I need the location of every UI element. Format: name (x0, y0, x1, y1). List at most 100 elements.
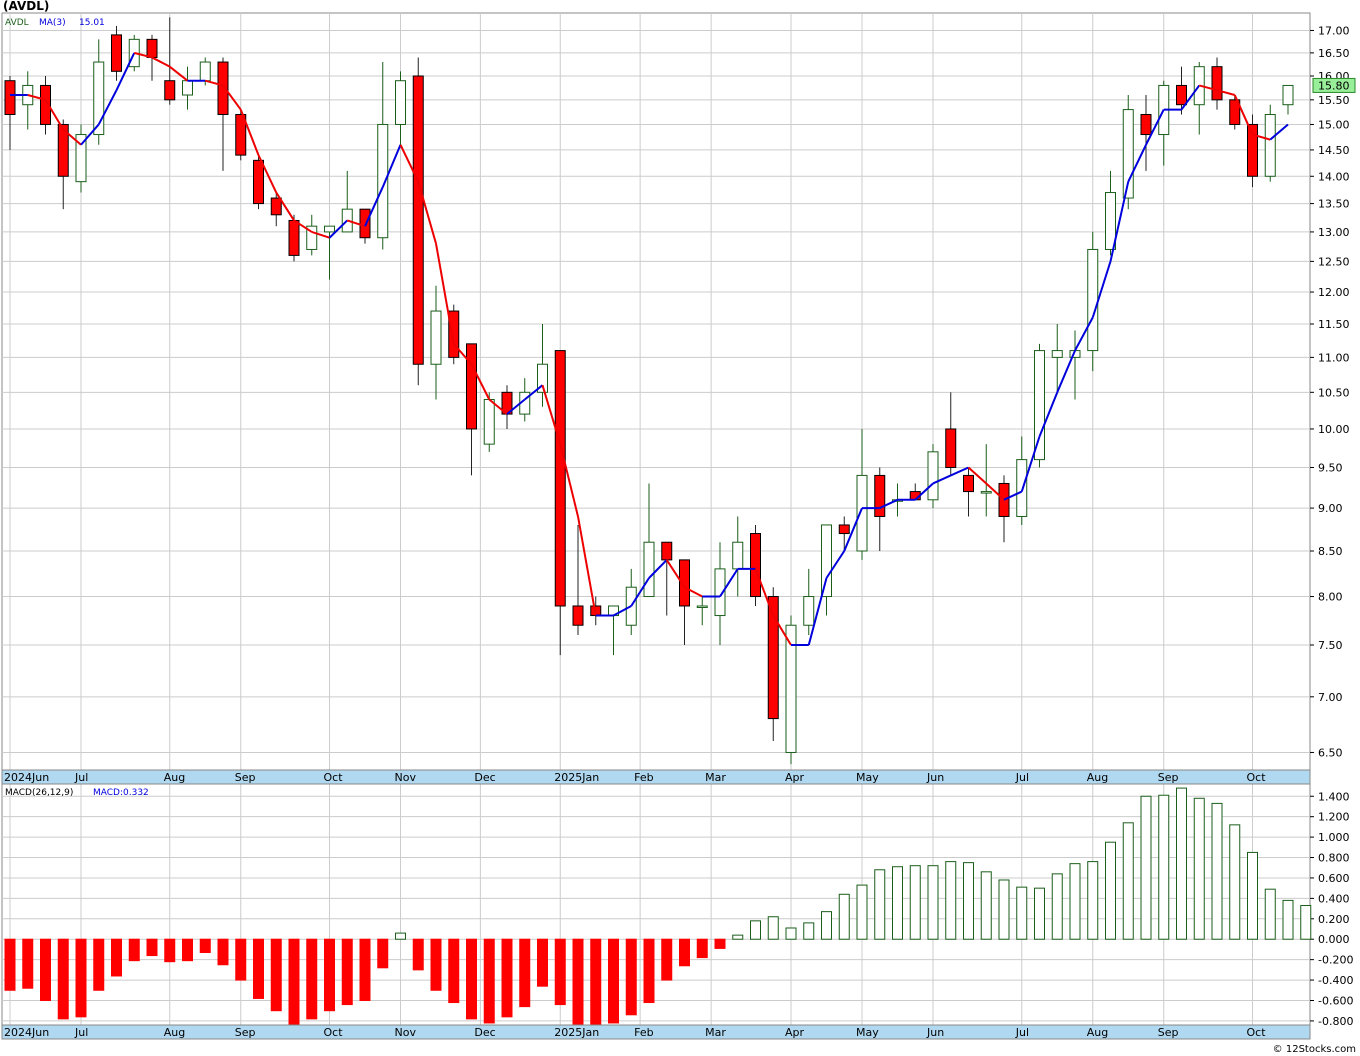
ma3-segment (1038, 391, 1059, 437)
ma3-segment (1127, 144, 1147, 183)
ma3-segment (1180, 84, 1201, 111)
candle-body (1282, 84, 1294, 106)
price-tick-label: 13.00 (1318, 226, 1350, 239)
ma3-segment (452, 343, 473, 365)
macd-bar (164, 938, 176, 963)
date-tick-label: Feb (634, 1026, 653, 1039)
date-tick-label: Oct (1247, 1026, 1267, 1039)
macd-bar (412, 938, 424, 971)
date-tick-label: Sep (235, 1026, 256, 1039)
date-tick-label: Aug (164, 1026, 185, 1039)
ma3-segment (1003, 490, 1023, 501)
macd-bar (306, 938, 318, 1020)
price-tick-label: 15.50 (1318, 94, 1350, 107)
ma3-segment (311, 230, 330, 239)
macd-tick-label: 0.600 (1318, 872, 1350, 885)
macd-bar (483, 938, 495, 1024)
macd-tick-label: 0.800 (1318, 852, 1350, 865)
price-tick-label: 10.00 (1318, 423, 1350, 436)
macd-tick-label: -0.600 (1318, 994, 1353, 1007)
ma3-segment (134, 51, 153, 59)
date-tick-label: 2025Jan (554, 771, 599, 784)
ma3-segment (204, 79, 224, 87)
macd-bar (732, 934, 744, 940)
candle-body (1016, 459, 1028, 517)
credit-label: © 12Stocks.com (1272, 1044, 1356, 1055)
date-tick-label: Mar (705, 1026, 726, 1039)
macd-tick-label: -0.200 (1318, 954, 1353, 967)
candle-body (111, 34, 122, 72)
candle-body (838, 524, 850, 535)
date-tick-label: Aug (164, 771, 185, 784)
ma3-segment (665, 559, 686, 588)
price-legend-item: 15.01 (79, 18, 105, 28)
date-tick-label: Dec (474, 1026, 495, 1039)
macd-bar (1247, 851, 1258, 940)
ma3-segment (1198, 84, 1218, 92)
candle-body (235, 114, 247, 156)
macd-bar (1069, 863, 1081, 940)
candle-body (980, 491, 992, 494)
ma3-segment (62, 128, 82, 146)
macd-bar (714, 938, 726, 949)
candle-body (75, 134, 87, 183)
candle-body (1105, 192, 1116, 250)
macd-bar (625, 938, 637, 1016)
candle-body (1140, 114, 1152, 136)
macd-tick-label: -0.800 (1318, 1015, 1353, 1028)
ma3-segment (27, 94, 46, 101)
candle-body (767, 596, 779, 720)
ma3-segment (506, 398, 526, 415)
ma3-segment (807, 577, 828, 646)
candle-body (1176, 84, 1187, 106)
ma3-segment (524, 384, 544, 401)
ma3-segment (559, 443, 579, 517)
price-tick-label: 15.00 (1318, 118, 1350, 131)
candle-body (803, 596, 815, 626)
ma3-segment (115, 52, 136, 91)
price-tick-label: 10.50 (1318, 386, 1350, 399)
candle-body (359, 208, 371, 239)
date-tick-label: Oct (324, 771, 344, 784)
macd-bar (253, 938, 264, 999)
ma3-segment (257, 154, 278, 193)
macd-bar (643, 938, 655, 1004)
candle-body (554, 350, 566, 607)
date-tick-label: Jul (74, 771, 88, 784)
macd-bar (1211, 802, 1223, 940)
macd-bar (324, 938, 335, 1012)
ma3-segment (843, 507, 863, 552)
date-tick-label: Sep (235, 771, 256, 784)
macd-bar (803, 922, 815, 940)
candle-body (1229, 99, 1241, 125)
date-tick-label: Sep (1158, 1026, 1179, 1039)
macd-bar (430, 938, 442, 991)
ma3-segment (648, 559, 668, 579)
price-tick-label: 11.00 (1318, 351, 1350, 364)
macd-tick-label: 0.400 (1318, 892, 1350, 905)
candle-body (217, 61, 229, 116)
candle-body (696, 605, 708, 608)
macd-bar (1282, 899, 1294, 940)
price-tick-label: 7.00 (1318, 691, 1343, 704)
candle-body (306, 225, 318, 250)
date-tick-label: Mar (705, 771, 726, 784)
candle-body (643, 541, 655, 598)
macd-bar (537, 938, 548, 987)
macd-bar (945, 861, 957, 940)
macd-bar (501, 938, 513, 1018)
price-tick-label: 7.50 (1318, 639, 1343, 652)
candle-body (1264, 114, 1276, 177)
macd-bar (1051, 873, 1063, 940)
candle-body (1122, 109, 1134, 199)
macd-bar (679, 938, 690, 967)
macd-bar (1140, 795, 1152, 940)
macd-bar (892, 866, 903, 940)
candle-body (448, 310, 460, 358)
candle-body (412, 75, 424, 365)
candle-body (732, 541, 744, 570)
price-tick-label: 12.50 (1318, 255, 1350, 268)
candle-body (874, 474, 886, 517)
candle-body (1247, 123, 1258, 177)
candle-body (1051, 350, 1063, 358)
